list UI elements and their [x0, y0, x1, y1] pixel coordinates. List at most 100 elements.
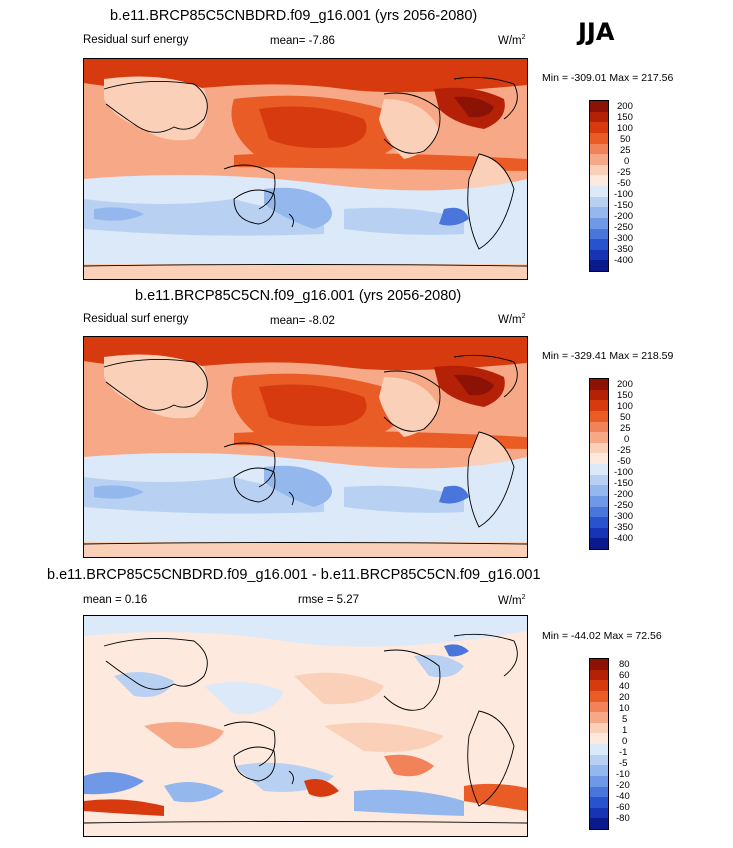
panel1-units: W/m2	[498, 34, 526, 47]
panel3-title: b.e11.BRCP85C5CNBDRD.f09_g16.001 - b.e11…	[47, 567, 541, 583]
tick: 100	[617, 123, 633, 134]
panel2-colorbar	[589, 378, 609, 550]
panel3-colorbar-swatches	[590, 659, 608, 829]
tick: -250	[614, 222, 634, 233]
colorbar-swatch	[590, 765, 608, 776]
panel3-mean: mean = 0.16	[83, 594, 148, 606]
tick: -250	[614, 500, 634, 511]
colorbar-swatch	[590, 164, 608, 176]
colorbar-swatch	[590, 712, 608, 723]
colorbar-swatch	[590, 527, 608, 539]
panel2-colorbar-swatches	[590, 379, 608, 549]
panel3-minmax: Min = -44.02 Max = 72.56	[542, 630, 662, 642]
colorbar-swatch	[590, 669, 608, 681]
colorbar-swatch	[590, 722, 608, 734]
colorbar-swatch	[590, 744, 608, 755]
colorbar-swatch	[590, 196, 608, 208]
colorbar-swatch	[590, 421, 608, 433]
colorbar-swatch	[590, 186, 608, 197]
tick: -40	[616, 791, 630, 802]
tick: -50	[617, 178, 631, 189]
colorbar-swatch	[590, 143, 608, 155]
tick: -100	[614, 467, 634, 478]
colorbar-swatch	[590, 207, 608, 218]
colorbar-swatch	[590, 453, 608, 464]
colorbar-swatch	[590, 733, 608, 744]
panel3-rmse: rmse = 5.27	[298, 594, 360, 606]
colorbar-swatch	[590, 701, 608, 713]
tick: -100	[614, 189, 634, 200]
tick: -400	[614, 533, 634, 544]
tick: -350	[614, 244, 634, 255]
tick: -60	[616, 802, 630, 813]
colorbar-swatch	[590, 464, 608, 475]
tick: 25	[620, 145, 631, 156]
tick: 200	[617, 101, 633, 112]
tick: 150	[617, 390, 633, 401]
tick: -10	[616, 769, 630, 780]
tick: -300	[614, 233, 634, 244]
colorbar-swatch	[590, 122, 608, 133]
panel2-map	[83, 336, 528, 558]
tick: 150	[617, 112, 633, 123]
colorbar-swatch	[590, 775, 608, 787]
colorbar-swatch	[590, 132, 608, 144]
colorbar-swatch	[590, 228, 608, 240]
colorbar-swatch	[590, 690, 608, 702]
colorbar-swatch	[590, 786, 608, 798]
colorbar-swatch	[590, 432, 608, 443]
tick: 0	[624, 434, 630, 445]
panel2-units: W/m2	[498, 313, 526, 326]
tick: 100	[617, 401, 633, 412]
panel2-title: b.e11.BRCP85C5CN.f09_g16.001 (yrs 2056-2…	[135, 288, 462, 304]
tick: 80	[619, 659, 630, 670]
tick: 0	[624, 156, 630, 167]
tick: -350	[614, 522, 634, 533]
colorbar-swatch	[590, 400, 608, 411]
tick: -1	[619, 747, 628, 758]
tick: -50	[617, 456, 631, 467]
colorbar-swatch	[590, 495, 608, 507]
tick: -300	[614, 511, 634, 522]
panel1-colorbar	[589, 100, 609, 272]
panel2-mean: mean= -8.02	[270, 315, 335, 327]
colorbar-swatch	[590, 506, 608, 518]
colorbar-swatch	[590, 517, 608, 528]
colorbar-swatch	[590, 101, 608, 112]
panel1-title: b.e11.BRCP85C5CNBDRD.f09_g16.001 (yrs 20…	[110, 8, 478, 24]
panel1-map	[83, 58, 528, 280]
tick: 40	[619, 681, 630, 692]
panel1-mean: mean= -7.86	[270, 35, 335, 47]
tick: 60	[619, 670, 630, 681]
tick: 25	[620, 423, 631, 434]
tick: 200	[617, 379, 633, 390]
colorbar-swatch	[590, 680, 608, 691]
panel3-units: W/m2	[498, 594, 526, 607]
panel2-variable: Residual surf energy	[83, 313, 189, 325]
colorbar-swatch	[590, 379, 608, 390]
colorbar-swatch	[590, 175, 608, 186]
colorbar-swatch	[590, 249, 608, 261]
tick: -25	[617, 167, 631, 178]
tick: -5	[619, 758, 628, 769]
season-label: JJA	[578, 18, 615, 46]
colorbar-swatch	[590, 389, 608, 401]
colorbar-swatch	[590, 485, 608, 496]
panel2-minmax: Min = -329.41 Max = 218.59	[542, 350, 674, 362]
panel3-colorbar	[589, 658, 609, 830]
colorbar-swatch	[590, 659, 608, 670]
panel1-minmax: Min = -309.01 Max = 217.56	[542, 72, 674, 84]
colorbar-swatch	[590, 442, 608, 454]
colorbar-swatch	[590, 154, 608, 165]
tick: -25	[617, 445, 631, 456]
tick: -200	[614, 211, 634, 222]
tick: 1	[622, 725, 628, 736]
tick: 20	[619, 692, 630, 703]
panel1-variable: Residual surf energy	[83, 34, 189, 46]
tick: -20	[616, 780, 630, 791]
panel1-colorbar-swatches	[590, 101, 608, 271]
colorbar-swatch	[590, 474, 608, 486]
colorbar-swatch	[590, 111, 608, 123]
colorbar-swatch	[590, 217, 608, 229]
colorbar-swatch	[590, 807, 608, 819]
